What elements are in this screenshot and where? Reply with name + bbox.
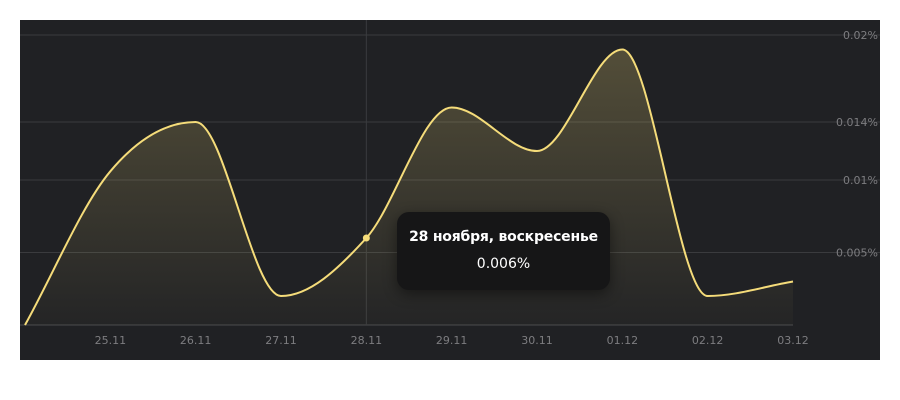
series-line[interactable]: [24, 48, 794, 326]
x-tick-label: 29.11: [436, 334, 468, 347]
x-tick-label: 02.12: [692, 334, 724, 347]
x-tick-label: 25.11: [95, 334, 127, 347]
hover-point[interactable]: [362, 234, 370, 242]
y-tick-label: 0.02%: [843, 29, 878, 42]
x-tick-label: 30.11: [521, 334, 553, 347]
x-tick-label: 01.12: [607, 334, 639, 347]
y-axis: 0.005% 0.01% 0.014% 0.02%: [836, 29, 878, 260]
tooltip: 28 ноября, воскресенье 0.006%: [397, 212, 610, 290]
y-tick-label: 0.01%: [843, 174, 878, 187]
y-tick-label: 0.014%: [836, 116, 878, 129]
x-tick-label: 27.11: [265, 334, 297, 347]
y-tick-label: 0.005%: [836, 247, 878, 260]
tooltip-title: 28 ноября, воскресенье: [409, 229, 598, 245]
chart-panel: 0.005% 0.01% 0.014% 0.02% 25.11 26.11 27.11 28…: [20, 20, 880, 360]
x-tick-label: 26.11: [180, 334, 212, 347]
area-chart[interactable]: 0.005% 0.01% 0.014% 0.02% 25.11 26.11 27.11 28…: [20, 20, 880, 360]
x-tick-label: 28.11: [351, 334, 383, 347]
tooltip-value: 0.006%: [476, 256, 531, 272]
x-tick-label: 03.12: [777, 334, 809, 347]
x-axis: 25.11 26.11 27.11 28.11 29.11 30.11 01.12 02.12…: [95, 334, 809, 347]
